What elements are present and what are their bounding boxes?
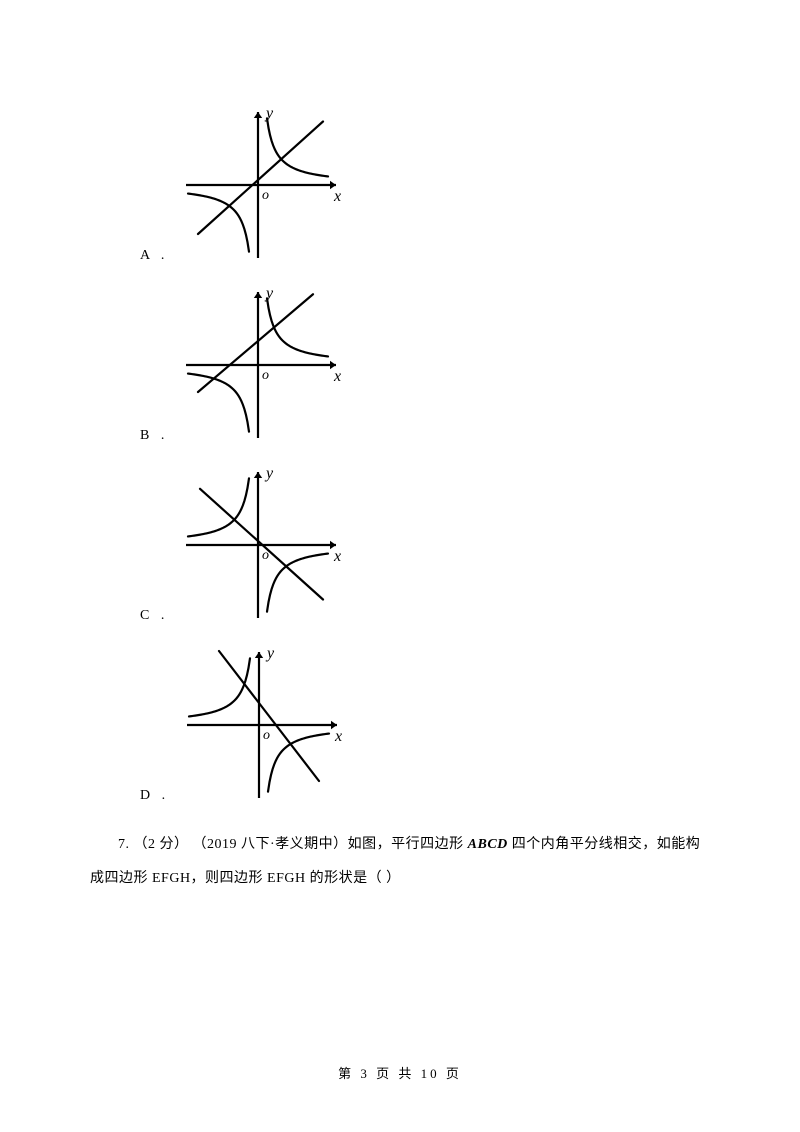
option-b-row: B . x y o bbox=[140, 280, 710, 450]
svg-text:o: o bbox=[263, 728, 270, 743]
option-a-graph: x y o bbox=[178, 100, 348, 270]
option-d-label: D . bbox=[140, 788, 169, 810]
option-d-row: D . x y o bbox=[140, 640, 710, 810]
option-d-graph: x y o bbox=[179, 640, 349, 810]
svg-text:x: x bbox=[333, 188, 341, 205]
svg-text:y: y bbox=[264, 285, 274, 302]
option-b-graph: x y o bbox=[178, 280, 348, 450]
question-7: 7. （2 分） （2019 八下·孝义期中）如图，平行四边形 ABCD 四个内… bbox=[90, 828, 710, 895]
svg-text:y: y bbox=[264, 465, 274, 482]
page-footer: 第 3 页 共 10 页 bbox=[0, 1063, 800, 1082]
option-a-label: A . bbox=[140, 248, 168, 270]
option-a-row: A . x y o bbox=[140, 100, 710, 270]
svg-text:y: y bbox=[264, 105, 274, 122]
svg-text:y: y bbox=[265, 645, 275, 662]
option-c-label: C . bbox=[140, 608, 168, 630]
option-b-label: B . bbox=[140, 428, 168, 450]
svg-text:x: x bbox=[333, 368, 341, 385]
svg-text:o: o bbox=[262, 368, 269, 383]
option-c-graph: xyo bbox=[178, 460, 348, 630]
option-c-row: C . xyo bbox=[140, 460, 710, 630]
page: A . x y o B . x y o C . x y o D . x y o 7. （2 分）… bbox=[0, 0, 800, 1132]
svg-text:x: x bbox=[333, 548, 341, 565]
q7-abcd: ABCD bbox=[468, 837, 508, 852]
svg-text:o: o bbox=[262, 188, 269, 203]
svg-text:x: x bbox=[334, 728, 342, 745]
q7-prefix: 7. （2 分） （2019 八下·孝义期中）如图，平行四边形 bbox=[118, 837, 468, 852]
